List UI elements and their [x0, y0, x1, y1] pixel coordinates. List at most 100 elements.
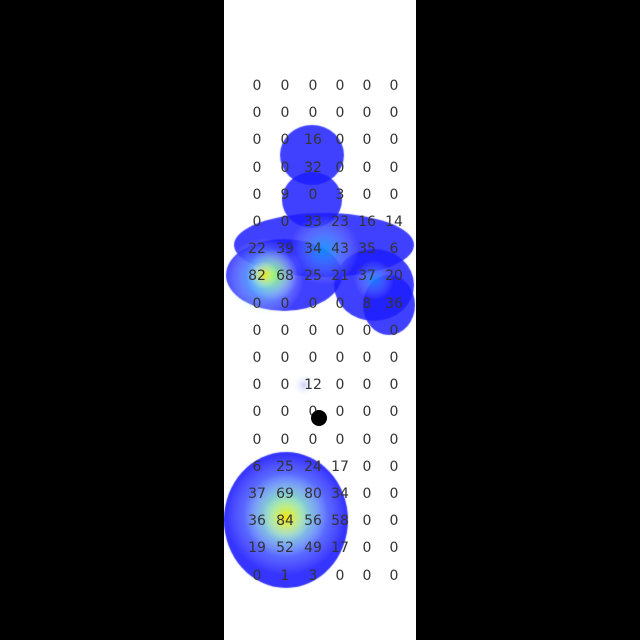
grid-cell: 0: [252, 350, 262, 366]
grid-cell: 0: [389, 540, 399, 557]
grid-cell: 0: [335, 295, 345, 312]
grid-cell: 0: [362, 132, 372, 149]
grid-cell: 0: [362, 322, 372, 339]
grid-cell: 14: [385, 214, 403, 230]
grid-cell: 37: [358, 268, 376, 285]
grid-cell: 12: [304, 377, 322, 394]
grid-cell: 56: [304, 513, 322, 530]
grid-cell: 0: [280, 214, 290, 230]
grid-cell: 0: [389, 377, 399, 394]
grid-cell: 0: [252, 78, 262, 94]
grid-cell: 0: [362, 159, 372, 176]
cursor-dot-icon: [311, 410, 327, 426]
grid-cell: 49: [304, 540, 322, 557]
touch-heatmap: [224, 0, 416, 640]
grid-cell: 23: [331, 214, 349, 230]
grid-cell: 0: [389, 486, 399, 502]
grid-cell: 0: [335, 350, 345, 366]
grid-cell: 24: [304, 458, 322, 475]
grid-cell: 0: [389, 404, 399, 421]
grid-cell: 0: [252, 404, 262, 421]
grid-cell: 0: [389, 186, 399, 203]
grid-cell: 0: [362, 377, 372, 394]
grid-cell: 0: [308, 186, 318, 203]
grid-cell: 0: [308, 322, 318, 339]
grid-cell: 0: [362, 486, 372, 502]
grid-cell: 0: [308, 105, 318, 122]
grid-cell: 0: [389, 350, 399, 366]
grid-cell: 0: [362, 513, 372, 530]
grid-cell: 6: [252, 458, 262, 475]
heatmap-panel: 0 0 0 0 0 0 0 0 0 0 0 0 0 0 16 0 0 0 0 0 32 0 0 0 0 9 0 3 0 0 0 0 33 23 16…: [224, 0, 416, 640]
grid-cell: 0: [362, 105, 372, 122]
grid-cell: 0: [389, 322, 399, 339]
grid-cell: 43: [331, 241, 349, 258]
grid-cell: 0: [280, 105, 290, 122]
grid-cell: 82: [248, 268, 266, 285]
grid-cell: 84: [276, 513, 294, 530]
grid-cell: 0: [362, 350, 372, 366]
grid-cell: 0: [252, 322, 262, 339]
grid-cell: 0: [252, 295, 262, 312]
grid-cell: 0: [280, 377, 290, 394]
grid-cell: 0: [362, 78, 372, 94]
grid-cell: 36: [385, 295, 403, 312]
grid-cell: 0: [308, 431, 318, 448]
grid-cell: 0: [389, 78, 399, 94]
grid-cell: 0: [362, 567, 372, 584]
grid-cell: 3: [335, 186, 345, 203]
grid-cell: 34: [304, 241, 322, 258]
grid-cell: 0: [362, 186, 372, 203]
grid-cell: 0: [362, 431, 372, 448]
grid-cell: 0: [389, 431, 399, 448]
grid-cell: 35: [358, 241, 376, 258]
grid-cell: 25: [276, 458, 294, 475]
grid-cell: 0: [389, 105, 399, 122]
grid-cell: 39: [276, 241, 294, 258]
grid-cell: 0: [308, 78, 318, 94]
grid-cell: 69: [276, 486, 294, 502]
grid-cell: 0: [252, 431, 262, 448]
grid-cell: 32: [304, 159, 322, 176]
grid-cell: 68: [276, 268, 294, 285]
grid-cell: 1: [280, 567, 290, 584]
grid-cell: 0: [389, 132, 399, 149]
grid-cell: 0: [308, 295, 318, 312]
grid-cell: 19: [248, 540, 266, 557]
grid-cell: 0: [252, 567, 262, 584]
grid-cell: 0: [335, 78, 345, 94]
count-grid: 0 0 0 0 0 0 0 0 0 0 0 0 0 0 16 0 0 0 0 0 32 0 0 0 0 9 0 3 0 0 0 0 33 23 16…: [224, 0, 416, 640]
grid-cell: 0: [280, 132, 290, 149]
grid-cell: 58: [331, 513, 349, 530]
grid-cell: 37: [248, 486, 266, 502]
grid-cell: 0: [252, 159, 262, 176]
grid-cell: 0: [362, 458, 372, 475]
grid-cell: 0: [335, 132, 345, 149]
grid-cell: 3: [308, 567, 318, 584]
grid-cell: 0: [280, 295, 290, 312]
grid-cell: 34: [331, 486, 349, 502]
grid-cell: 25: [304, 268, 322, 285]
grid-cell: 0: [280, 404, 290, 421]
grid-cell: 0: [389, 458, 399, 475]
grid-cell: 17: [331, 458, 349, 475]
grid-cell: 0: [335, 159, 345, 176]
grid-cell: 0: [280, 78, 290, 94]
grid-cell: 6: [389, 241, 399, 258]
grid-cell: 0: [335, 404, 345, 421]
grid-cell: 0: [252, 105, 262, 122]
grid-cell: 0: [252, 214, 262, 230]
grid-cell: 0: [335, 567, 345, 584]
grid-cell: 21: [331, 268, 349, 285]
grid-cell: 52: [276, 540, 294, 557]
grid-cell: 20: [385, 268, 403, 285]
grid-cell: 0: [280, 159, 290, 176]
grid-cell: 0: [335, 431, 345, 448]
grid-cell: 0: [280, 350, 290, 366]
grid-cell: 0: [252, 132, 262, 149]
grid-cell: 22: [248, 241, 266, 258]
grid-cell: 0: [252, 377, 262, 394]
grid-cell: 0: [335, 105, 345, 122]
grid-cell: 16: [304, 132, 322, 149]
